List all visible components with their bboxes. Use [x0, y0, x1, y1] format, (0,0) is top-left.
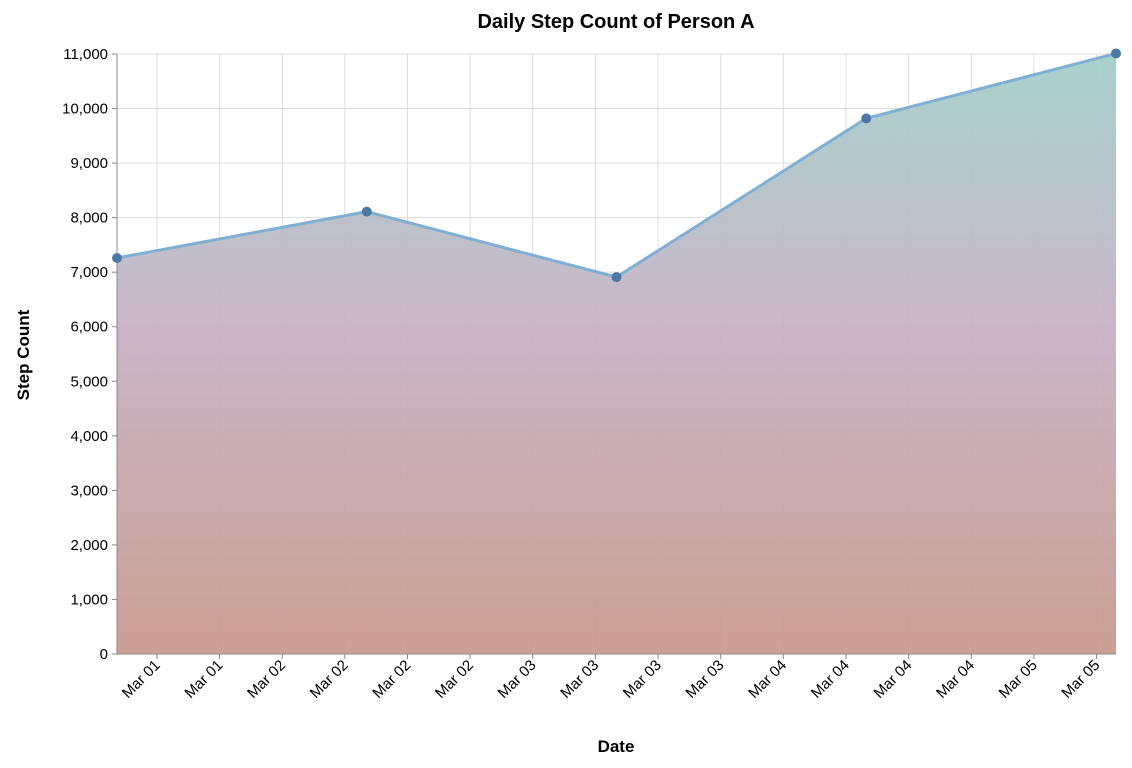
data-point[interactable] — [861, 113, 872, 124]
data-point[interactable] — [361, 206, 372, 217]
x-tick-label: Mar 04 — [933, 657, 978, 702]
x-tick-label: Mar 01 — [181, 657, 226, 702]
x-axis-title: Date — [598, 737, 635, 756]
x-tick-label: Mar 05 — [1058, 657, 1103, 702]
x-tick-label: Mar 02 — [307, 657, 352, 702]
y-tick-label: 8,000 — [70, 210, 108, 227]
x-tick-label: Mar 03 — [557, 657, 602, 702]
x-tick-label: Mar 03 — [682, 657, 727, 702]
data-point[interactable] — [112, 253, 122, 263]
y-tick-label: 0 — [100, 646, 108, 663]
y-tick-label: 1,000 — [70, 591, 108, 608]
x-tick-label: Mar 03 — [495, 657, 540, 702]
x-tick-label: Mar 04 — [745, 657, 790, 702]
y-tick-label: 3,000 — [70, 482, 108, 499]
y-axis-title: Step Count — [14, 309, 33, 400]
y-tick-label: 7,000 — [70, 264, 108, 281]
x-tick-label: Mar 04 — [808, 657, 853, 702]
points — [112, 48, 1121, 283]
x-tick-label: Mar 02 — [369, 657, 414, 702]
y-tick-label: 2,000 — [70, 537, 108, 554]
x-tick-label: Mar 04 — [870, 657, 915, 702]
y-tick-label: 5,000 — [70, 373, 108, 390]
y-tick-label: 10,000 — [62, 101, 108, 118]
data-point[interactable] — [1111, 48, 1121, 59]
data-point[interactable] — [611, 272, 622, 283]
y-tick-label: 4,000 — [70, 428, 108, 445]
y-tick-label: 9,000 — [70, 155, 108, 172]
x-tick-label: Mar 03 — [620, 657, 665, 702]
area-fill — [117, 53, 1116, 655]
x-tick-label: Mar 02 — [244, 657, 289, 702]
area-layer — [116, 52, 1117, 655]
x-tick-label: Mar 02 — [432, 657, 477, 702]
y-tick-label: 6,000 — [70, 319, 108, 336]
chart-title: Daily Step Count of Person A — [477, 11, 754, 33]
x-tick-label: Mar 01 — [119, 657, 164, 702]
y-tick-label: 11,000 — [63, 46, 108, 63]
x-tick-label: Mar 05 — [996, 657, 1041, 702]
